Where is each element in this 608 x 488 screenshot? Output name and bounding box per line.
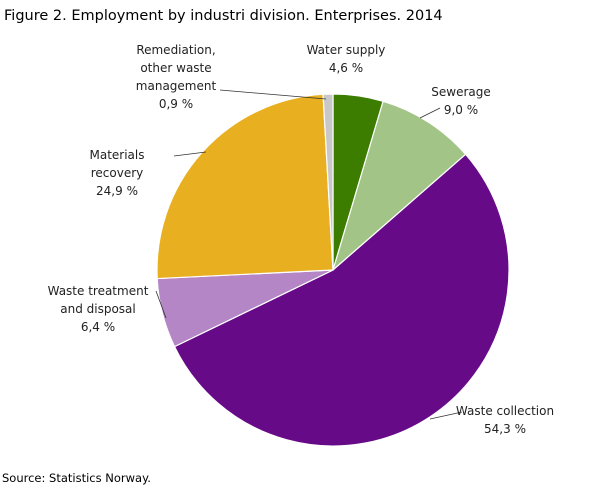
category-label: Waste collection bbox=[455, 404, 555, 418]
leader-line bbox=[429, 411, 463, 420]
slice-label: Sewerage 9,0 % bbox=[416, 83, 506, 119]
slice-label: Waste treatment and disposal 6,4 % bbox=[41, 282, 155, 336]
category-label: Water supply bbox=[306, 43, 386, 57]
leader-line bbox=[219, 89, 327, 100]
slice-label: Waste collection 54,3 % bbox=[435, 402, 575, 438]
slice-label: Remediation, other waste management 0,9 % bbox=[128, 41, 224, 113]
pie-slice bbox=[331, 100, 467, 272]
value-label: 9,0 % bbox=[443, 103, 479, 117]
chart-title: Figure 2. Employment by industri divisio… bbox=[4, 8, 443, 24]
slice-label: Water supply 4,6 % bbox=[286, 41, 406, 77]
category-label: Sewerage bbox=[431, 85, 491, 99]
category-label: Remediation, other waste management bbox=[135, 43, 217, 93]
category-label: Materials recovery bbox=[89, 148, 145, 180]
value-label: 4,6 % bbox=[328, 61, 364, 75]
pie-slice bbox=[173, 153, 510, 447]
leader-line bbox=[419, 107, 441, 119]
leader-line bbox=[173, 151, 207, 157]
value-label: 6,4 % bbox=[80, 320, 116, 334]
leader-line bbox=[155, 290, 167, 319]
slice-label: Materials recovery 24,9 % bbox=[75, 146, 159, 200]
category-label: Waste treatment and disposal bbox=[47, 284, 149, 316]
value-label: 24,9 % bbox=[96, 184, 138, 198]
pie-slice bbox=[322, 93, 334, 271]
value-label: 54,3 % bbox=[484, 422, 526, 436]
pie-slice bbox=[156, 93, 334, 280]
source-note: Source: Statistics Norway. bbox=[2, 471, 151, 485]
value-label: 0,9 % bbox=[158, 97, 194, 111]
